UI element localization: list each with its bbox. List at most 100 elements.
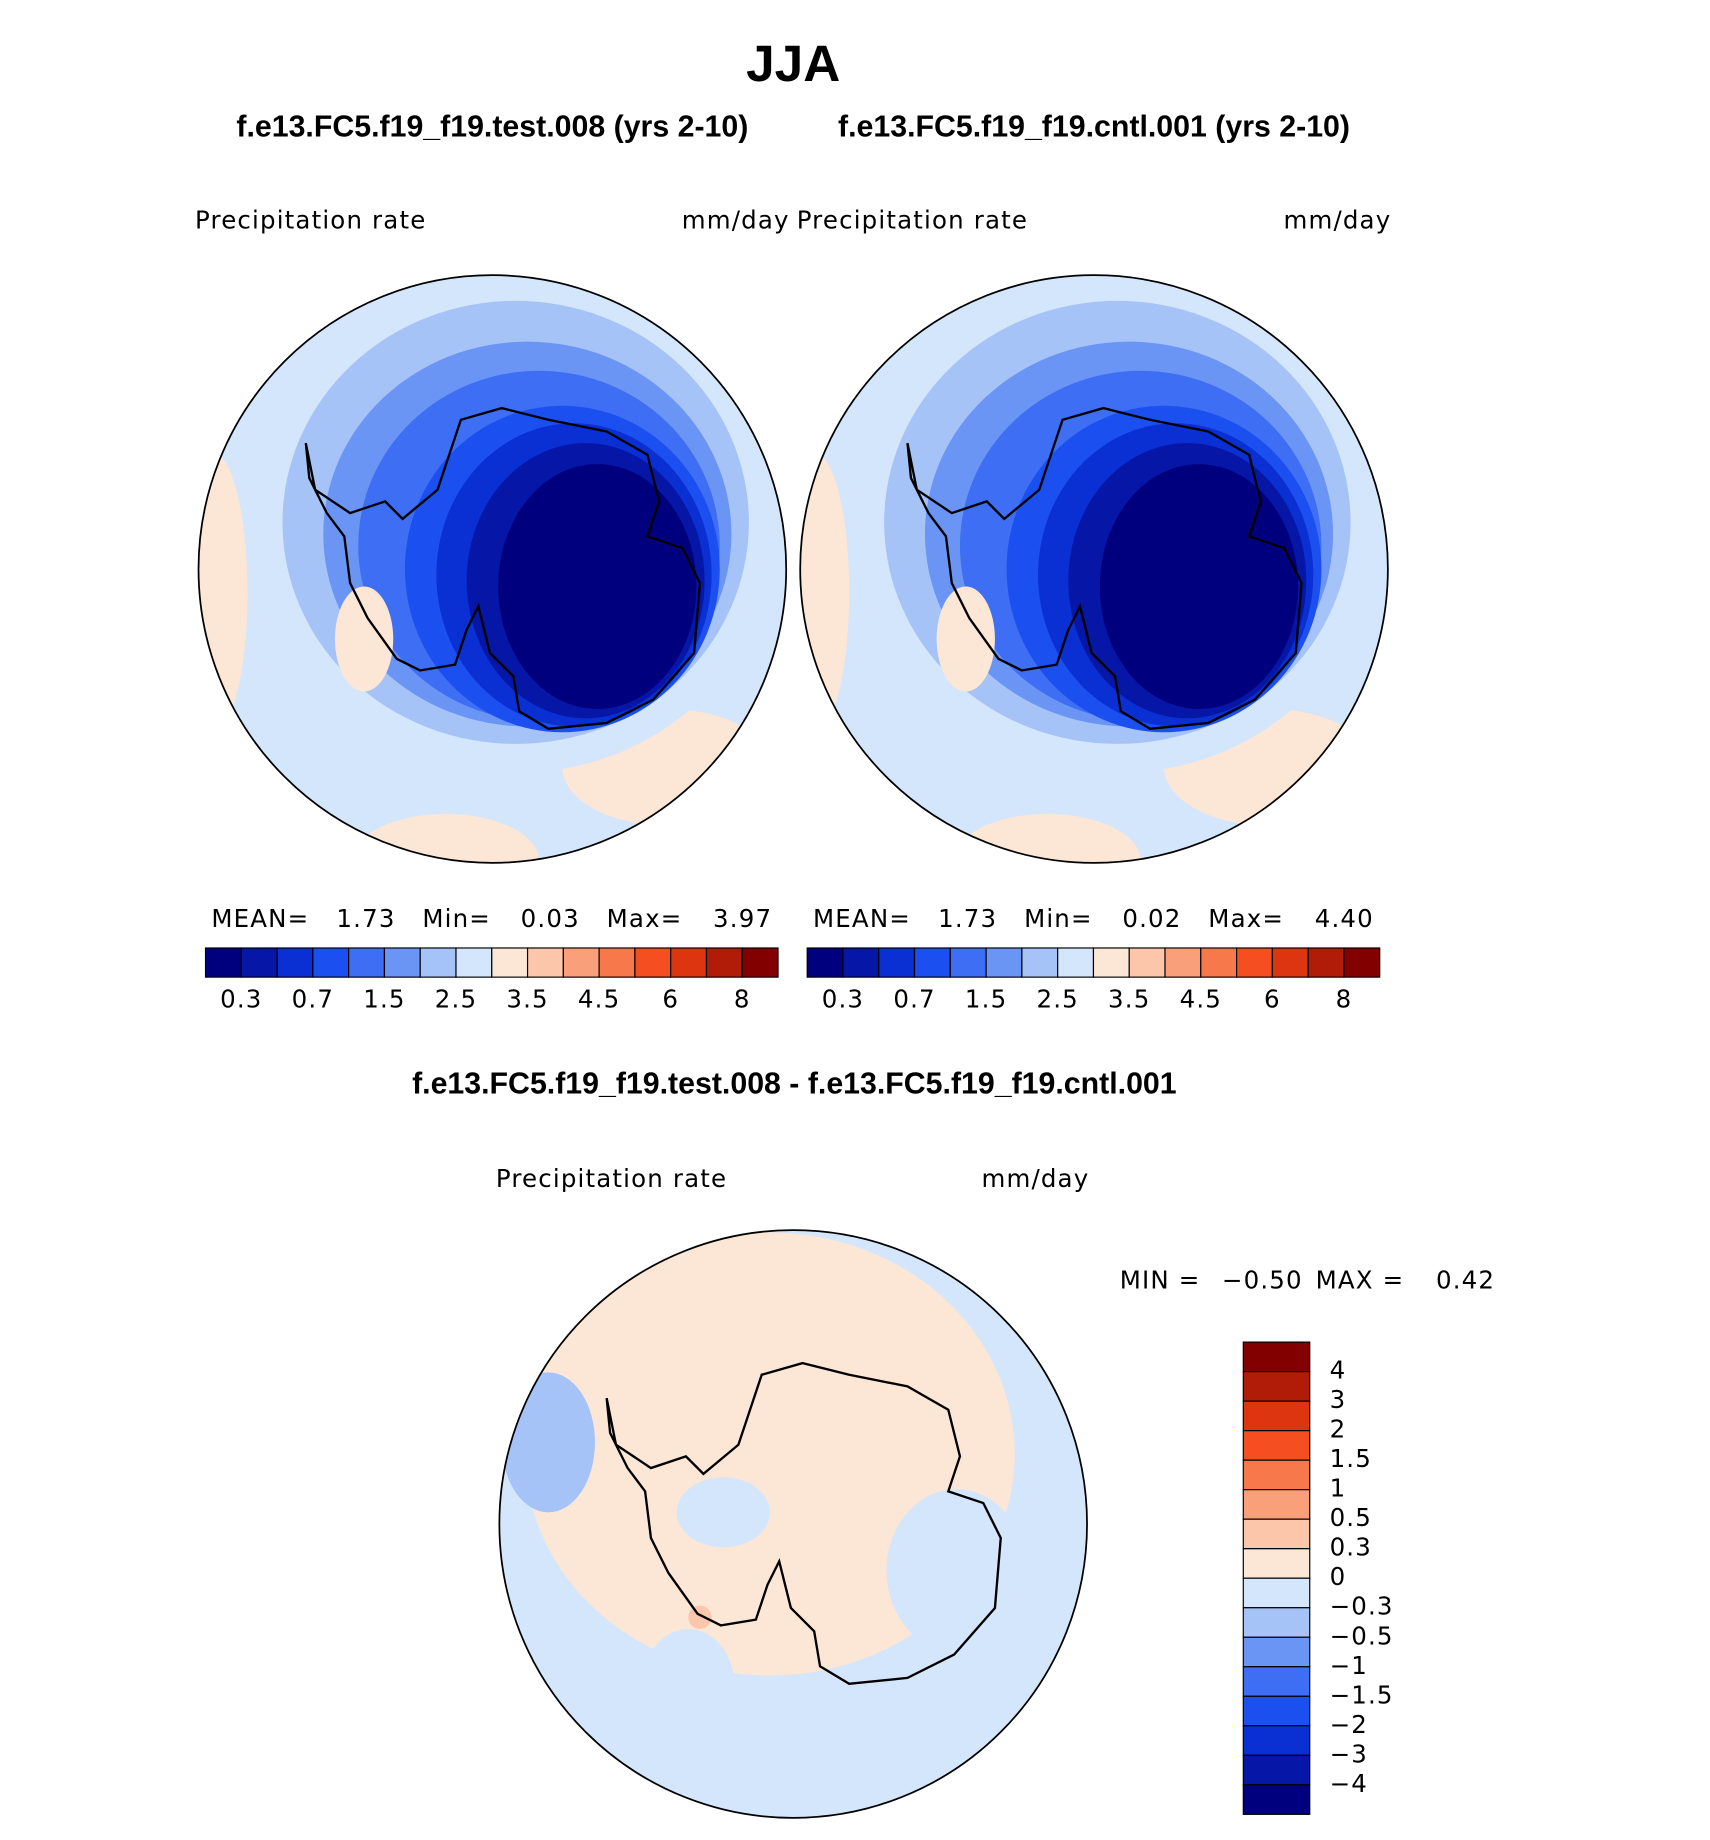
map-border xyxy=(799,274,1389,864)
colorbar-box xyxy=(1242,1784,1311,1815)
colorbar-label: 1.5 xyxy=(1330,1444,1372,1473)
units-label: mm/day xyxy=(682,206,790,235)
contour-region xyxy=(198,452,248,733)
variable-label: Precipitation rate xyxy=(496,1164,727,1193)
variable-label: Precipitation rate xyxy=(195,206,426,235)
colorbar-box xyxy=(670,947,708,978)
colorbar-label: −0.5 xyxy=(1330,1621,1394,1650)
colorbar-box xyxy=(1242,1695,1311,1727)
stat-label: Min= xyxy=(422,904,491,933)
colorbar-box xyxy=(526,947,564,978)
colorbar-label: 2.5 xyxy=(1036,984,1078,1013)
colorbar-box xyxy=(1242,1518,1311,1550)
colorbar-box xyxy=(1242,1459,1311,1491)
stat-value: 1.73 xyxy=(938,904,997,933)
colorbar-box xyxy=(1343,947,1381,978)
colorbar-box xyxy=(1242,1754,1311,1786)
colorbar-box xyxy=(806,947,844,978)
colorbar-label: 2 xyxy=(1330,1415,1347,1444)
stat-value: 0.03 xyxy=(521,904,580,933)
case-title: f.e13.FC5.f19_f19.cntl.001 (yrs 2-10) xyxy=(838,110,1350,143)
colorbar-box xyxy=(455,947,493,978)
colorbar-label: 3.5 xyxy=(506,984,548,1013)
colorbar-box xyxy=(1200,947,1238,978)
stat-value: 0.02 xyxy=(1122,904,1181,933)
colorbar-label: 8 xyxy=(1336,984,1353,1013)
difference-title: f.e13.FC5.f19_f19.test.008 - f.e13.FC5.f… xyxy=(412,1068,1177,1101)
colorbar-box xyxy=(1242,1607,1311,1638)
stat-label: Max= xyxy=(1208,904,1284,933)
map xyxy=(198,275,787,863)
colorbar-box xyxy=(383,947,421,978)
colorbar-label: 4 xyxy=(1330,1356,1347,1385)
colorbar-box xyxy=(705,947,743,978)
colorbar-label: 3.5 xyxy=(1108,984,1150,1013)
colorbar-label: 8 xyxy=(734,984,751,1013)
colorbar-box xyxy=(276,947,314,978)
colorbar-box xyxy=(1242,1430,1311,1461)
colorbar-box xyxy=(1307,947,1345,978)
colorbar-box xyxy=(1271,947,1309,978)
units-label: mm/day xyxy=(1283,206,1391,235)
colorbar-box xyxy=(985,947,1023,978)
contour-region xyxy=(1099,464,1299,709)
colorbar-label: −4 xyxy=(1330,1769,1368,1798)
stat-label: Max= xyxy=(607,904,683,933)
colorbar-box xyxy=(1242,1400,1311,1432)
contour-region xyxy=(501,1372,595,1513)
colorbar-box xyxy=(1242,1577,1311,1609)
contour-region xyxy=(954,813,1141,863)
colorbar-label: −3 xyxy=(1330,1739,1368,1768)
contour-region xyxy=(641,1628,735,1746)
colorbar-box xyxy=(240,947,278,978)
colorbar-label: 0.5 xyxy=(1330,1503,1372,1532)
map-border xyxy=(197,274,788,864)
colorbar-label: 0.3 xyxy=(220,984,262,1013)
contour-region xyxy=(688,1605,712,1629)
stat-value: −0.50 xyxy=(1222,1265,1303,1294)
colorbar-box xyxy=(1057,947,1095,978)
units-label: mm/day xyxy=(981,1164,1089,1193)
colorbar-label: 4.5 xyxy=(1180,984,1222,1013)
contour-region xyxy=(498,464,697,709)
colorbar-box xyxy=(949,947,987,978)
colorbar-label: −2 xyxy=(1330,1710,1368,1739)
colorbar-box xyxy=(1164,947,1202,978)
colorbar-label: 0.7 xyxy=(292,984,334,1013)
colorbar-label: 0 xyxy=(1330,1562,1347,1591)
contour-region xyxy=(936,586,995,692)
map xyxy=(800,275,1388,863)
colorbar-label: 4.5 xyxy=(578,984,620,1013)
colorbar-box xyxy=(312,947,350,978)
colorbar-box xyxy=(491,947,529,978)
colorbar-label: −1 xyxy=(1330,1651,1368,1680)
stat-value: 0.42 xyxy=(1436,1265,1495,1294)
colorbar-label: −0.3 xyxy=(1330,1592,1394,1621)
colorbar-box xyxy=(419,947,457,978)
map xyxy=(499,1230,1088,1818)
stat-value: 1.73 xyxy=(336,904,395,933)
stat-label: MAX = xyxy=(1316,1265,1405,1294)
colorbar-label: 1.5 xyxy=(965,984,1007,1013)
stat-label: MEAN= xyxy=(211,904,309,933)
colorbar-box xyxy=(1128,947,1166,978)
case-title: f.e13.FC5.f19_f19.test.008 (yrs 2-10) xyxy=(236,110,748,143)
coastline xyxy=(605,1361,1002,1685)
colorbar-box xyxy=(348,947,386,978)
colorbar-box xyxy=(1242,1636,1311,1668)
contour-region xyxy=(800,452,850,733)
colorbar-label: 6 xyxy=(662,984,679,1013)
colorbar-box xyxy=(1092,947,1130,978)
colorbar-label: 1.5 xyxy=(363,984,405,1013)
coastline xyxy=(304,406,702,730)
colorbar-box xyxy=(878,947,916,978)
stat-value: 4.40 xyxy=(1315,904,1374,933)
colorbar-label: 0.3 xyxy=(822,984,864,1013)
map-border xyxy=(498,1229,1088,1819)
colorbar-box xyxy=(741,947,779,978)
stat-value: 3.97 xyxy=(713,904,772,933)
colorbar-box xyxy=(913,947,951,978)
colorbar-label: 0.3 xyxy=(1330,1533,1372,1562)
